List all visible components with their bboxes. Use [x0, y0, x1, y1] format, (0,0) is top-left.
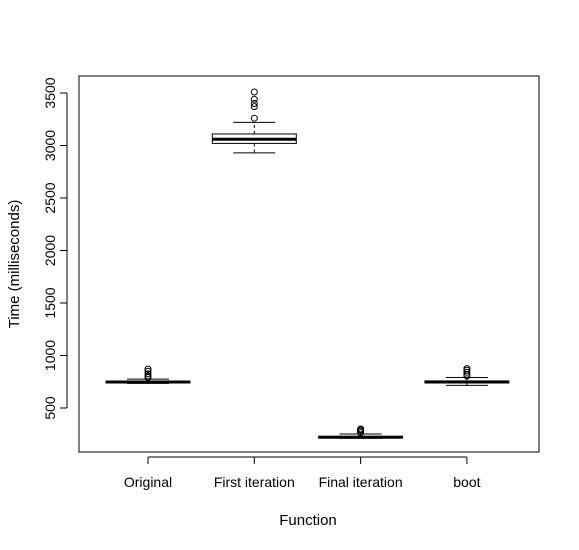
outlier-point [463, 368, 471, 376]
y-tick-label: 500 [42, 396, 58, 420]
y-tick-label: 2500 [42, 182, 58, 213]
outlier-point [250, 95, 258, 103]
outlier-point [250, 103, 258, 111]
outlier-point [357, 425, 365, 433]
outlier-point [144, 367, 152, 375]
x-tick-label: Original [124, 474, 172, 490]
y-tick-label: 3500 [42, 77, 58, 108]
outlier-point [144, 370, 152, 378]
box-group [424, 365, 510, 386]
outlier-point [463, 365, 471, 373]
box-group [105, 365, 191, 384]
x-tick-label: Final iteration [319, 474, 403, 490]
outlier-point [250, 114, 258, 122]
y-tick-label: 3000 [42, 130, 58, 161]
x-tick-label: boot [453, 474, 480, 490]
y-tick-label: 1500 [42, 287, 58, 318]
x-tick-label: First iteration [214, 474, 295, 490]
y-axis-title: Time (milliseconds) [6, 200, 23, 329]
outlier-point [250, 88, 258, 96]
x-axis-title: Function [279, 512, 337, 529]
y-tick-label: 2000 [42, 235, 58, 266]
box-group [318, 425, 404, 439]
box-group [211, 88, 297, 154]
outlier-point [144, 365, 152, 373]
x-axis: Original First iteration Final iteration bo… [124, 456, 481, 490]
outlier-point [144, 372, 152, 380]
y-tick-label: 1000 [42, 340, 58, 371]
outlier-point [250, 100, 258, 107]
plot-frame [78, 75, 540, 453]
y-axis: 500 1000 1500 2000 2500 3000 3500 [42, 77, 68, 420]
boxes [105, 88, 510, 439]
